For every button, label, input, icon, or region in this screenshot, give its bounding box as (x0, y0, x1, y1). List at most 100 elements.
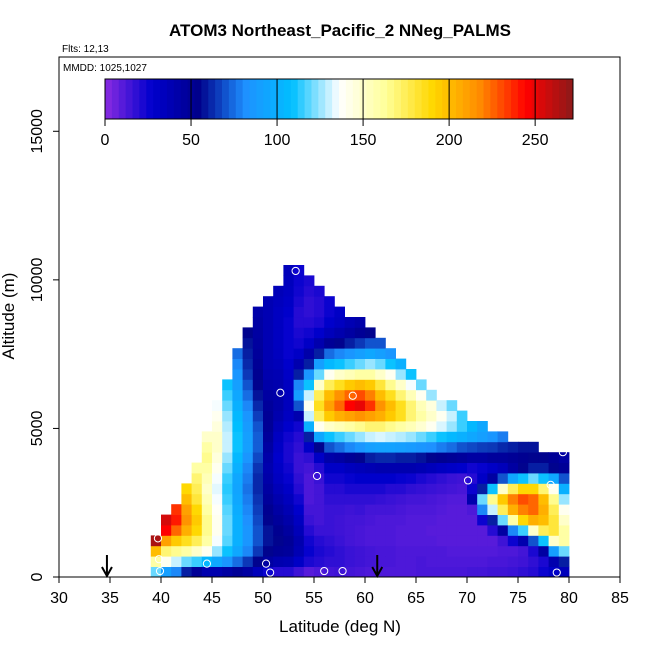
heatmap-cell (181, 493, 192, 505)
heatmap-cell (171, 535, 182, 547)
colorbar-segment (242, 79, 251, 119)
heatmap-cell (385, 452, 396, 463)
heatmap-cell (273, 462, 284, 474)
heatmap-cell (303, 514, 315, 526)
heatmap-cell (273, 493, 284, 505)
colorbar-segment (414, 79, 423, 119)
heatmap-cell (365, 337, 376, 349)
heatmap-cell (477, 421, 488, 432)
heatmap-cell (273, 473, 284, 484)
heatmap-cell (334, 504, 345, 515)
heatmap-cell (273, 410, 284, 422)
colorbar-segment (559, 79, 567, 119)
heatmap-cell (487, 514, 498, 526)
heatmap-cell (528, 566, 539, 578)
heatmap-cell (232, 410, 243, 422)
heatmap-cell (161, 525, 172, 536)
heatmap-cell (293, 400, 305, 411)
heatmap-cell (324, 566, 335, 578)
heatmap-cell (171, 504, 182, 515)
heatmap-cell (324, 369, 335, 380)
heatmap-cell (273, 400, 284, 411)
heatmap-cell (365, 473, 376, 484)
heatmap-cell (232, 493, 243, 505)
heatmap-cell (324, 525, 335, 536)
heatmap-cell (354, 452, 366, 463)
heatmap-cell (375, 493, 386, 505)
colorbar-segment (228, 79, 237, 119)
heatmap-cell (395, 535, 407, 547)
heatmap-cell (263, 504, 274, 515)
sample-marker (338, 566, 347, 576)
colorbar-segment (517, 79, 526, 119)
colorbar-segment (118, 79, 127, 119)
heatmap-cell (446, 514, 458, 526)
heatmap-cell (324, 337, 335, 349)
heatmap-cell (405, 462, 417, 474)
arrow-markers (101, 555, 384, 579)
heatmap-cell (232, 379, 243, 391)
heatmap-cell (456, 462, 468, 474)
colorbar-segment (428, 79, 436, 119)
heatmap-cell (222, 483, 233, 495)
heatmap-cell (334, 452, 345, 463)
heatmap-cell (426, 400, 437, 411)
heatmap-cell (518, 452, 529, 463)
heatmap-cell (222, 389, 233, 401)
heatmap-cell (232, 400, 243, 411)
colorbar-segment (332, 79, 340, 119)
heatmap-cell (191, 493, 203, 505)
heatmap-cell (426, 556, 437, 567)
colorbar-tick-label: 0 (101, 132, 110, 149)
heatmap-cell (467, 556, 478, 567)
heatmap-cell (395, 483, 407, 495)
heatmap-cell (497, 556, 509, 567)
sample-marker (155, 566, 165, 576)
heatmap-cell (375, 473, 386, 484)
heatmap-cell (395, 358, 407, 370)
heatmap-cell (242, 473, 254, 484)
colorbar-segment (304, 79, 312, 119)
heatmap-cell (426, 452, 437, 463)
heatmap-cell (314, 348, 325, 359)
heatmap-cell (344, 369, 356, 380)
heatmap-cell (273, 379, 284, 391)
heatmap-cell (293, 421, 305, 432)
heatmap-cell (518, 462, 529, 474)
heatmap-cell (324, 389, 335, 401)
heatmap-cell (354, 379, 366, 391)
heatmap-cell (395, 431, 407, 443)
heatmap-cell (456, 410, 468, 422)
heatmap-cell (303, 285, 315, 297)
heatmap-cell (538, 514, 549, 526)
colorbar-segment (111, 79, 120, 119)
heatmap-cell (273, 441, 284, 453)
heatmap-cell (283, 389, 294, 401)
heatmap-cell (273, 421, 284, 432)
heatmap-cell (314, 525, 325, 536)
colorbar-segment (435, 79, 443, 119)
heatmap-cell (426, 504, 437, 515)
heatmap-cell (324, 514, 335, 526)
heatmap-cell (324, 462, 335, 474)
heatmap-cell (365, 525, 376, 536)
colorbar-segment (380, 79, 388, 119)
heatmap-cell (191, 483, 203, 495)
heatmap-cell (191, 566, 203, 578)
heatmap-cell (252, 473, 264, 484)
heatmap-cell (385, 400, 396, 411)
heatmap-cell (314, 285, 325, 297)
heatmap-cell (538, 525, 549, 536)
heatmap-cell (252, 525, 264, 536)
heatmap-cell (303, 275, 315, 287)
heatmap-cell (334, 400, 345, 411)
heatmap-cell (334, 493, 345, 505)
heatmap-cell (344, 462, 356, 474)
heatmap-cell (263, 493, 274, 505)
heatmap-cell (405, 504, 417, 515)
heatmap-cell (426, 431, 437, 443)
heatmap-cell (467, 535, 478, 547)
heatmap-cell (242, 545, 254, 557)
heatmap-cell (303, 358, 315, 370)
heatmap-cell (201, 431, 213, 443)
